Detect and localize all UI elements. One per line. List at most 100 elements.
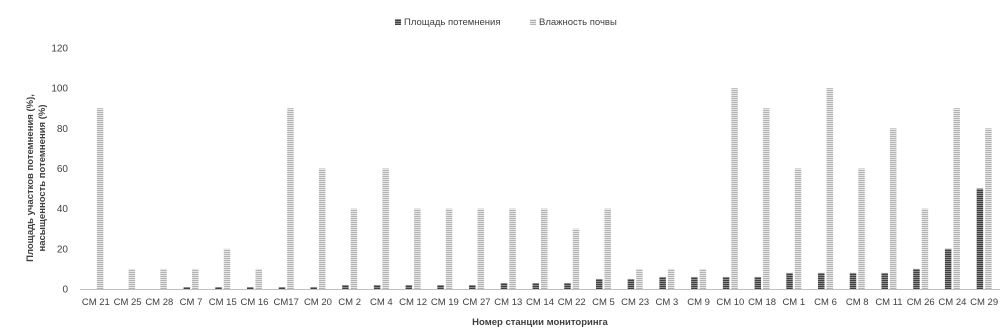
x-tick-label: CM 15: [209, 297, 237, 308]
x-tick-label: CM 26: [907, 297, 935, 308]
bar-soil-moisture: [858, 168, 865, 289]
y-tick-label: 120: [51, 44, 68, 55]
bar-soil-moisture: [192, 268, 199, 289]
x-tick-label: CM 28: [145, 297, 173, 308]
bar-soil-moisture: [541, 208, 548, 289]
legend: Площадь потемнения Влажность почвы: [395, 17, 617, 28]
bar-soil-moisture: [794, 168, 802, 289]
bar-darkening-area: [373, 284, 381, 289]
bar-soil-moisture: [287, 108, 294, 289]
bar-darkening-area: [944, 248, 952, 289]
bar-darkening-area: [246, 286, 254, 289]
bar-darkening-area: [183, 286, 191, 289]
x-tick-label: CM 23: [621, 297, 649, 308]
bar-soil-moisture: [572, 228, 580, 289]
bar-soil-moisture: [667, 268, 675, 289]
bar-darkening-area: [564, 282, 571, 289]
x-tick-label: CM 10: [716, 297, 744, 308]
bar-darkening-area: [310, 286, 317, 289]
x-tick-label: CM 7: [180, 297, 203, 308]
y-tick-label: 20: [57, 244, 69, 255]
bar-soil-moisture: [382, 168, 389, 289]
legend-label-darkening-area: Площадь потемнения: [404, 17, 501, 28]
y-axis-title-line-1: Площадь участков потемнения (%),: [25, 94, 36, 262]
y-tick-label: 0: [62, 285, 68, 296]
bar-soil-moisture: [731, 88, 738, 290]
bar-darkening-area: [881, 272, 888, 289]
x-tick-label: CM 19: [431, 297, 459, 308]
bar-darkening-area: [405, 284, 413, 289]
bar-soil-moisture: [953, 108, 960, 289]
x-axis-title: Номер станции мониторинга: [472, 317, 608, 328]
x-tick-label: CM 14: [526, 297, 554, 308]
x-tick-label: CM 18: [748, 297, 776, 308]
bar-darkening-area: [532, 282, 539, 289]
y-tick-label: 100: [51, 84, 68, 95]
bar-darkening-area: [976, 188, 984, 289]
bar-soil-moisture: [477, 208, 485, 289]
bar-darkening-area: [818, 272, 825, 289]
bar-soil-moisture: [160, 268, 167, 289]
x-tick-label: CM 4: [370, 297, 393, 308]
bar-darkening-area: [595, 278, 603, 289]
bar-soil-moisture: [604, 208, 611, 289]
x-tick-label: CM 11: [875, 297, 902, 308]
bar-soil-moisture: [763, 108, 770, 289]
x-tick-label: CM 13: [494, 297, 522, 308]
bar-darkening-area: [722, 276, 730, 289]
bar-darkening-area: [627, 278, 635, 289]
x-tick-label: CM 9: [687, 297, 710, 308]
bar-soil-moisture: [96, 108, 104, 289]
x-tick-label: CM 5: [592, 297, 615, 308]
bar-darkening-area: [215, 286, 222, 289]
legend-swatch-darkening-area: [395, 19, 401, 25]
bar-darkening-area: [913, 268, 920, 289]
x-tick-label: CM 3: [656, 297, 679, 308]
bar-soil-moisture: [223, 248, 231, 289]
bar-soil-moisture: [636, 268, 643, 289]
x-tick-label: CM 1: [782, 297, 805, 308]
bar-darkening-area: [500, 282, 508, 289]
bar-darkening-area: [786, 272, 793, 289]
y-tick-label: 40: [57, 204, 69, 215]
legend-swatch-soil-moisture: [530, 19, 536, 25]
x-tick-label: CM 8: [846, 297, 869, 308]
bar-soil-moisture: [699, 268, 707, 289]
x-tick-label: CM 22: [558, 297, 586, 308]
bar-soil-moisture: [826, 88, 834, 290]
x-tick-label: CM 27: [463, 297, 491, 308]
x-tick-label: CM 20: [304, 297, 332, 308]
x-tick-label: CM 25: [114, 297, 142, 308]
bars: [96, 88, 992, 290]
bar-soil-moisture: [921, 208, 929, 289]
y-axis-title-line-2: насыщенность потемнения (%): [37, 105, 48, 252]
x-tick-label: CM 12: [399, 297, 427, 308]
bar-darkening-area: [659, 276, 666, 289]
x-tick-label: CM 21: [82, 297, 110, 308]
bar-soil-moisture: [509, 208, 516, 289]
x-axis-tick-labels: CM 21 CM 25 CM 28 CM 7 CM 15 CM 16 CM17 CM 20 CM…: [82, 297, 998, 308]
bar-soil-moisture: [318, 168, 326, 289]
x-tick-label: CM 29: [970, 297, 998, 308]
bar-soil-moisture: [445, 208, 453, 289]
bar-darkening-area: [691, 276, 698, 289]
y-tick-label: 80: [57, 124, 69, 135]
x-tick-label: CM 16: [240, 297, 268, 308]
bar-soil-moisture: [128, 268, 136, 289]
bar-soil-moisture: [350, 208, 358, 289]
bar-soil-moisture: [414, 208, 421, 289]
bar-darkening-area: [469, 284, 476, 289]
bar-darkening-area: [342, 284, 349, 289]
x-tick-label: CM17: [274, 297, 299, 308]
legend-label-soil-moisture: Влажность почвы: [539, 17, 617, 28]
bar-darkening-area: [437, 284, 444, 289]
x-tick-label: CM 2: [338, 297, 361, 308]
y-tick-label: 60: [57, 164, 69, 175]
bar-soil-moisture: [255, 268, 262, 289]
bar-soil-moisture: [985, 128, 992, 289]
bar-soil-moisture: [889, 128, 897, 289]
x-tick-label: CM 24: [938, 297, 966, 308]
bar-darkening-area: [754, 276, 762, 289]
y-axis-tick-labels: 0 20 40 60 80 100 120: [51, 44, 68, 296]
